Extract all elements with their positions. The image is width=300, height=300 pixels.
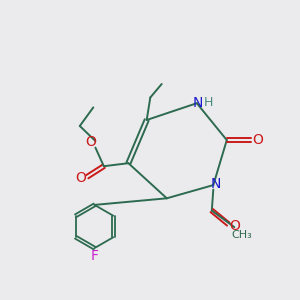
Text: H: H	[203, 96, 213, 109]
Text: CH₃: CH₃	[231, 230, 252, 240]
Text: N: N	[193, 96, 203, 110]
Text: O: O	[230, 219, 240, 233]
Text: F: F	[91, 250, 98, 263]
Text: N: N	[211, 178, 221, 191]
Text: O: O	[85, 135, 96, 148]
Text: O: O	[253, 133, 263, 147]
Text: O: O	[75, 171, 86, 185]
